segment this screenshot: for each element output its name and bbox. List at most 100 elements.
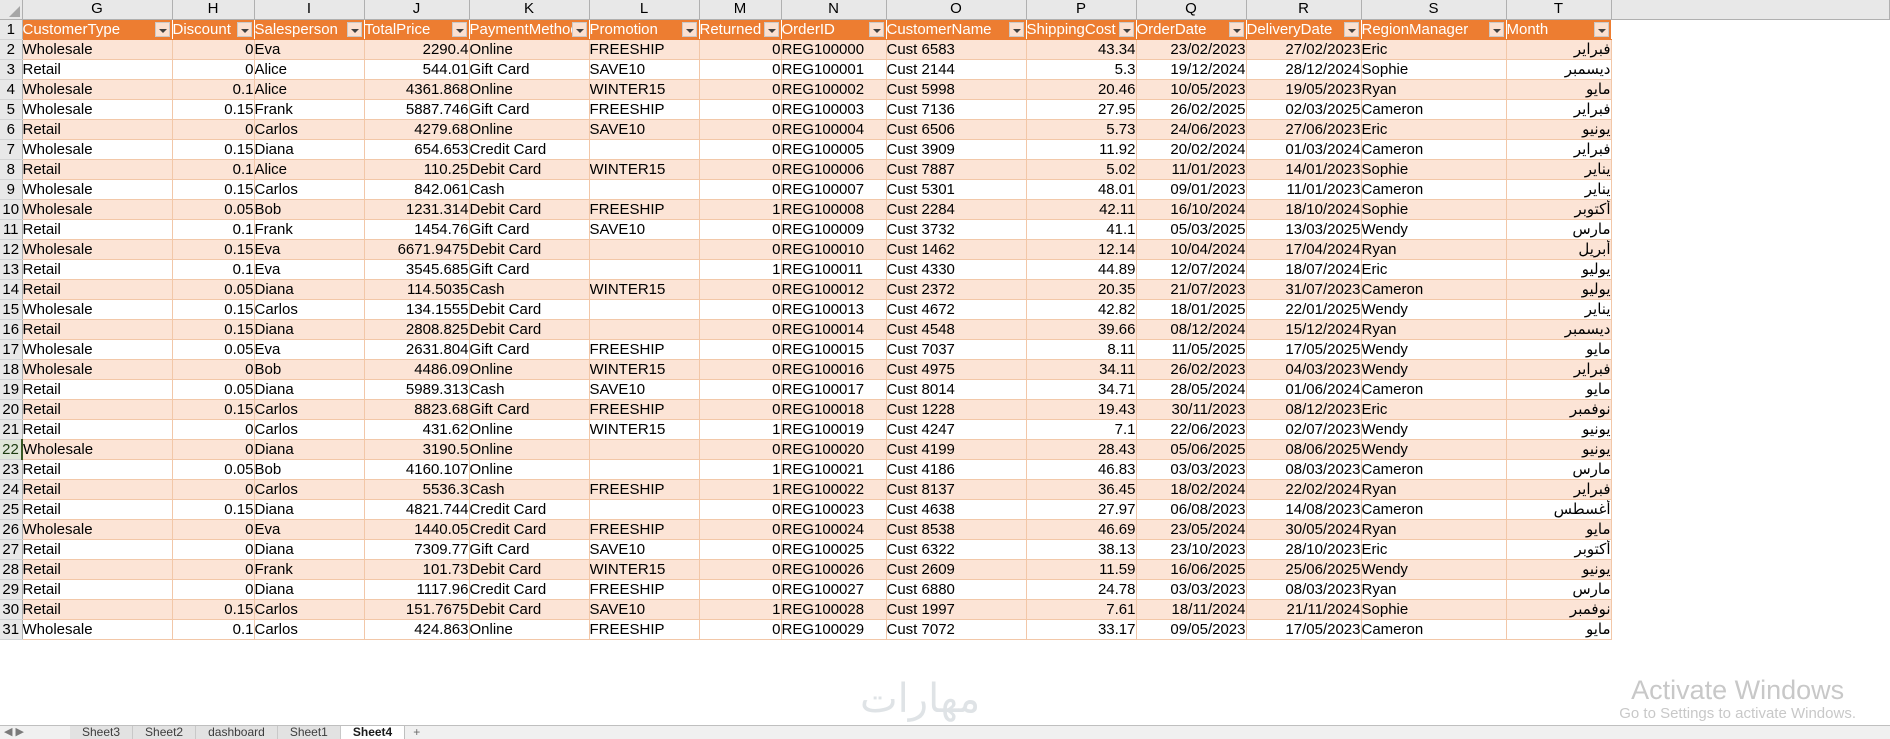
cell-deliverydate[interactable]: 17/05/2025 xyxy=(1246,339,1362,360)
cell-month[interactable]: فبراير xyxy=(1506,99,1612,120)
table-row[interactable]: 16 Retail 0.15 Diana 2808.825 Debit Card 0 REG1… xyxy=(0,319,1890,340)
cell-orderid[interactable]: REG100015 xyxy=(781,339,887,360)
cell-deliverydate[interactable]: 22/02/2024 xyxy=(1246,479,1362,500)
filter-dropdown-icon[interactable] xyxy=(451,21,467,37)
table-row[interactable]: 9 Wholesale 0.15 Carlos 842.061 Cash 0 REG10000… xyxy=(0,179,1890,200)
cell-returned[interactable]: 1 xyxy=(699,259,782,280)
cell-orderid[interactable]: REG100002 xyxy=(781,79,887,100)
cell-discount[interactable]: 0.1 xyxy=(172,219,255,240)
cell-customertype[interactable]: Retail xyxy=(22,499,173,520)
cell-month[interactable]: مايو xyxy=(1506,379,1612,400)
cell-orderdate[interactable]: 06/08/2023 xyxy=(1136,499,1247,520)
cell-promotion[interactable]: WINTER15 xyxy=(589,79,700,100)
cell-paymentmethod[interactable]: Cash xyxy=(469,479,590,500)
cell-salesperson[interactable]: Bob xyxy=(254,459,365,480)
filter-dropdown-icon[interactable] xyxy=(763,21,779,37)
cell-regionmanager[interactable]: Eric xyxy=(1361,539,1507,560)
header-orderdate[interactable]: OrderDate xyxy=(1136,19,1247,40)
header-orderid[interactable]: OrderID xyxy=(781,19,887,40)
cell-paymentmethod[interactable]: Gift Card xyxy=(469,259,590,280)
cell-returned[interactable]: 0 xyxy=(699,179,782,200)
cell-customertype[interactable]: Retail xyxy=(22,559,173,580)
cell-totalprice[interactable]: 1117.96 xyxy=(364,579,470,600)
cell-returned[interactable]: 0 xyxy=(699,579,782,600)
cell-deliverydate[interactable]: 25/06/2025 xyxy=(1246,559,1362,580)
cell-returned[interactable]: 1 xyxy=(699,479,782,500)
cell-regionmanager[interactable]: Ryan xyxy=(1361,479,1507,500)
cell-shippingcost[interactable]: 19.43 xyxy=(1026,399,1137,420)
cell-month[interactable]: نوفمبر xyxy=(1506,599,1612,620)
table-row[interactable]: 14 Retail 0.05 Diana 114.5035 Cash WINTER15 0 RE… xyxy=(0,279,1890,300)
cell-discount[interactable]: 0.15 xyxy=(172,299,255,320)
cell-regionmanager[interactable]: Eric xyxy=(1361,399,1507,420)
cell-salesperson[interactable]: Frank xyxy=(254,559,365,580)
cell-month[interactable]: أغسطس xyxy=(1506,499,1612,520)
table-row[interactable]: 8 Retail 0.1 Alice 110.25 Debit Card WINTER15 0… xyxy=(0,159,1890,180)
cell-discount[interactable]: 0 xyxy=(172,59,255,80)
cell-totalprice[interactable]: 842.061 xyxy=(364,179,470,200)
cell-totalprice[interactable]: 1454.76 xyxy=(364,219,470,240)
cell-regionmanager[interactable]: Eric xyxy=(1361,119,1507,140)
cell-orderid[interactable]: REG100006 xyxy=(781,159,887,180)
cell-promotion[interactable]: WINTER15 xyxy=(589,279,700,300)
cell-customertype[interactable]: Wholesale xyxy=(22,99,173,120)
cell-orderid[interactable]: REG100024 xyxy=(781,519,887,540)
cell-shippingcost[interactable]: 44.89 xyxy=(1026,259,1137,280)
cell-totalprice[interactable]: 424.863 xyxy=(364,619,470,640)
cell-regionmanager[interactable]: Cameron xyxy=(1361,499,1507,520)
cell-orderid[interactable]: REG100012 xyxy=(781,279,887,300)
cell-orderid[interactable]: REG100013 xyxy=(781,299,887,320)
cell-salesperson[interactable]: Alice xyxy=(254,79,365,100)
cell-orderid[interactable]: REG100027 xyxy=(781,579,887,600)
cell-orderid[interactable]: REG100000 xyxy=(781,39,887,60)
cell-month[interactable]: يونيو xyxy=(1506,419,1612,440)
row-number-16[interactable]: 16 xyxy=(0,319,23,340)
cell-regionmanager[interactable]: Eric xyxy=(1361,39,1507,60)
filter-dropdown-icon[interactable] xyxy=(681,21,697,37)
cell-paymentmethod[interactable]: Online xyxy=(469,459,590,480)
column-letter-L[interactable]: L xyxy=(589,0,700,20)
cell-orderdate[interactable]: 23/05/2024 xyxy=(1136,519,1247,540)
cell-customername[interactable]: Cust 6506 xyxy=(886,119,1027,140)
sheet-tab-list[interactable]: Sheet3 Sheet2 dashboard Sheet1 Sheet4 + xyxy=(70,726,428,739)
cell-promotion[interactable] xyxy=(589,459,700,480)
cell-customername[interactable]: Cust 1228 xyxy=(886,399,1027,420)
cell-orderdate[interactable]: 08/12/2024 xyxy=(1136,319,1247,340)
table-row[interactable]: 24 Retail 0 Carlos 5536.3 Cash FREESHIP 1 REG100… xyxy=(0,479,1890,500)
table-row[interactable]: 4 Wholesale 0.1 Alice 4361.868 Online WINTER15… xyxy=(0,79,1890,100)
cell-regionmanager[interactable]: Sophie xyxy=(1361,159,1507,180)
filter-dropdown-icon[interactable] xyxy=(868,21,884,37)
cell-returned[interactable]: 1 xyxy=(699,459,782,480)
cell-customertype[interactable]: Wholesale xyxy=(22,299,173,320)
cell-discount[interactable]: 0.1 xyxy=(172,159,255,180)
column-letter-J[interactable]: J xyxy=(364,0,470,20)
cell-promotion[interactable]: FREESHIP xyxy=(589,399,700,420)
cell-returned[interactable]: 0 xyxy=(699,319,782,340)
cell-totalprice[interactable]: 151.7675 xyxy=(364,599,470,620)
table-row[interactable]: 13 Retail 0.1 Eva 3545.685 Gift Card 1 REG10001… xyxy=(0,259,1890,280)
cell-deliverydate[interactable]: 22/01/2025 xyxy=(1246,299,1362,320)
cell-month[interactable]: ديسمبر xyxy=(1506,59,1612,80)
cell-promotion[interactable]: SAVE10 xyxy=(589,219,700,240)
cell-discount[interactable]: 0 xyxy=(172,479,255,500)
cell-salesperson[interactable]: Carlos xyxy=(254,619,365,640)
cell-shippingcost[interactable]: 36.45 xyxy=(1026,479,1137,500)
cell-month[interactable]: فبراير xyxy=(1506,139,1612,160)
table-row[interactable]: 25 Retail 0.15 Diana 4821.744 Credit Card 0 REG… xyxy=(0,499,1890,520)
cell-regionmanager[interactable]: Ryan xyxy=(1361,319,1507,340)
cell-totalprice[interactable]: 6671.9475 xyxy=(364,239,470,260)
cell-deliverydate[interactable]: 27/02/2023 xyxy=(1246,39,1362,60)
cell-shippingcost[interactable]: 33.17 xyxy=(1026,619,1137,640)
header-customertype[interactable]: CustomerType xyxy=(22,19,173,40)
cell-promotion[interactable]: FREESHIP xyxy=(589,99,700,120)
cell-promotion[interactable] xyxy=(589,439,700,460)
cell-orderdate[interactable]: 19/12/2024 xyxy=(1136,59,1247,80)
cell-month[interactable]: يناير xyxy=(1506,159,1612,180)
cell-month[interactable]: يونيو xyxy=(1506,439,1612,460)
cell-customername[interactable]: Cust 7136 xyxy=(886,99,1027,120)
cell-salesperson[interactable]: Carlos xyxy=(254,119,365,140)
cell-salesperson[interactable]: Eva xyxy=(254,259,365,280)
cell-deliverydate[interactable]: 15/12/2024 xyxy=(1246,319,1362,340)
cell-shippingcost[interactable]: 41.1 xyxy=(1026,219,1137,240)
filter-dropdown-icon[interactable] xyxy=(1008,21,1024,37)
